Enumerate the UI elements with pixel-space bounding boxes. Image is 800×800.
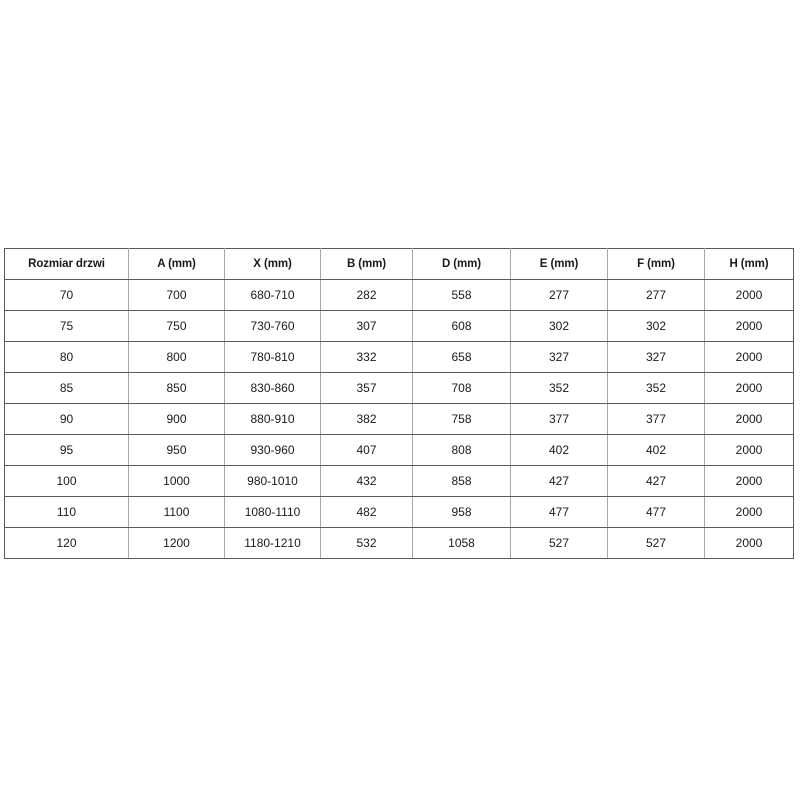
- table-cell: 830-860: [224, 372, 321, 404]
- table-cell: 352: [607, 372, 705, 404]
- table-cell: 357: [320, 372, 413, 404]
- table-cell: 558: [412, 279, 511, 311]
- table-cell: 332: [320, 341, 413, 373]
- table-cell: 277: [510, 279, 608, 311]
- table-cell: 2000: [704, 434, 794, 466]
- table-row: 80 800 780-810 332 658 327 327 2000: [4, 341, 794, 373]
- table-cell: 950: [128, 434, 225, 466]
- table-row: 95 950 930-960 407 808 402 402 2000: [4, 434, 794, 466]
- table-cell: 680-710: [224, 279, 321, 311]
- table-header-row: Rozmiar drzwi A (mm) X (mm) B (mm) D (mm) E (…: [4, 248, 794, 280]
- table-cell: 880-910: [224, 403, 321, 435]
- table-cell: 327: [607, 341, 705, 373]
- table-cell: 377: [607, 403, 705, 435]
- table-cell: 850: [128, 372, 225, 404]
- table-cell: 432: [320, 465, 413, 497]
- table-column-header-2: X (mm): [224, 248, 321, 280]
- table-cell: 407: [320, 434, 413, 466]
- table-column-header-7: H (mm): [704, 248, 794, 280]
- table-cell: 750: [128, 310, 225, 342]
- table-cell: 708: [412, 372, 511, 404]
- table-cell: 2000: [704, 527, 794, 559]
- table-row: 110 1100 1080-1110 482 958 477 477 2000: [4, 496, 794, 528]
- table-cell: 780-810: [224, 341, 321, 373]
- table-row: 85 850 830-860 357 708 352 352 2000: [4, 372, 794, 404]
- table-cell: 110: [4, 496, 129, 528]
- table-header: Rozmiar drzwi A (mm) X (mm) B (mm) D (mm) E (…: [4, 248, 794, 280]
- table-cell: 427: [510, 465, 608, 497]
- table-cell: 402: [510, 434, 608, 466]
- table-cell: 532: [320, 527, 413, 559]
- table-cell: 307: [320, 310, 413, 342]
- table-cell: 2000: [704, 496, 794, 528]
- table-row: 70 700 680-710 282 558 277 277 2000: [4, 279, 794, 311]
- table-cell: 2000: [704, 403, 794, 435]
- table-row: 90 900 880-910 382 758 377 377 2000: [4, 403, 794, 435]
- door-size-specification-table: Rozmiar drzwi A (mm) X (mm) B (mm) D (mm) E (…: [4, 248, 794, 559]
- table-cell: 402: [607, 434, 705, 466]
- table-cell: 120: [4, 527, 129, 559]
- table-cell: 477: [510, 496, 608, 528]
- table-cell: 352: [510, 372, 608, 404]
- table-cell: 90: [4, 403, 129, 435]
- table-cell: 658: [412, 341, 511, 373]
- table-cell: 2000: [704, 341, 794, 373]
- table-cell: 900: [128, 403, 225, 435]
- table-cell: 1180-1210: [224, 527, 321, 559]
- table-cell: 858: [412, 465, 511, 497]
- table-cell: 75: [4, 310, 129, 342]
- table-cell: 808: [412, 434, 511, 466]
- table-column-header-5: E (mm): [510, 248, 608, 280]
- table-cell: 980-1010: [224, 465, 321, 497]
- table-cell: 1200: [128, 527, 225, 559]
- spec-table-container: Rozmiar drzwi A (mm) X (mm) B (mm) D (mm) E (…: [4, 248, 794, 559]
- table-cell: 2000: [704, 279, 794, 311]
- table-cell: 527: [607, 527, 705, 559]
- table-cell: 1000: [128, 465, 225, 497]
- table-cell: 302: [510, 310, 608, 342]
- table-cell: 758: [412, 403, 511, 435]
- table-column-header-1: A (mm): [128, 248, 225, 280]
- table-cell: 2000: [704, 372, 794, 404]
- table-body: 70 700 680-710 282 558 277 277 2000 75 750 730-760…: [4, 279, 794, 559]
- table-cell: 382: [320, 403, 413, 435]
- table-row: 120 1200 1180-1210 532 1058 527 527 2000: [4, 527, 794, 559]
- table-cell: 302: [607, 310, 705, 342]
- table-cell: 1080-1110: [224, 496, 321, 528]
- table-cell: 527: [510, 527, 608, 559]
- table-cell: 2000: [704, 465, 794, 497]
- table-cell: 477: [607, 496, 705, 528]
- table-cell: 85: [4, 372, 129, 404]
- table-cell: 482: [320, 496, 413, 528]
- table-cell: 800: [128, 341, 225, 373]
- table-cell: 730-760: [224, 310, 321, 342]
- table-cell: 1058: [412, 527, 511, 559]
- table-cell: 95: [4, 434, 129, 466]
- table-cell: 608: [412, 310, 511, 342]
- table-column-header-0: Rozmiar drzwi: [4, 248, 129, 280]
- table-cell: 958: [412, 496, 511, 528]
- table-cell: 377: [510, 403, 608, 435]
- table-column-header-3: B (mm): [320, 248, 413, 280]
- table-cell: 282: [320, 279, 413, 311]
- table-cell: 427: [607, 465, 705, 497]
- table-cell: 277: [607, 279, 705, 311]
- table-cell: 80: [4, 341, 129, 373]
- table-cell: 100: [4, 465, 129, 497]
- table-row: 100 1000 980-1010 432 858 427 427 2000: [4, 465, 794, 497]
- table-cell: 1100: [128, 496, 225, 528]
- table-cell: 2000: [704, 310, 794, 342]
- table-row: 75 750 730-760 307 608 302 302 2000: [4, 310, 794, 342]
- table-cell: 327: [510, 341, 608, 373]
- table-column-header-4: D (mm): [412, 248, 511, 280]
- table-column-header-6: F (mm): [607, 248, 705, 280]
- table-cell: 700: [128, 279, 225, 311]
- table-cell: 70: [4, 279, 129, 311]
- table-cell: 930-960: [224, 434, 321, 466]
